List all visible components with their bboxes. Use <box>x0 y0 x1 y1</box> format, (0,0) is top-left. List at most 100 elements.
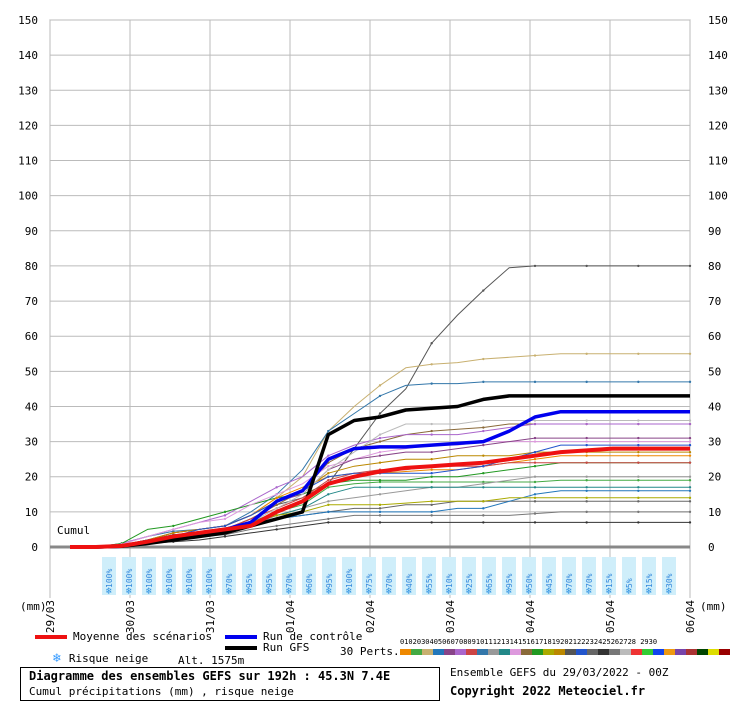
series-point <box>688 475 692 478</box>
series-point <box>585 443 588 447</box>
y-tick-label-left: 70 <box>25 295 38 308</box>
snow-risk-value: 10% <box>445 573 454 588</box>
snow-risk-value: 95% <box>325 573 334 588</box>
snowflake-icon: ❄ <box>566 586 573 597</box>
series-point <box>688 510 692 514</box>
series-point <box>378 479 382 482</box>
pert-color-swatch <box>620 649 631 655</box>
y-tick-label-left: 50 <box>25 365 38 378</box>
snow-risk-cell <box>442 557 456 595</box>
pert-color-swatch <box>532 649 543 655</box>
snowflake-icon: ❄ <box>286 586 293 597</box>
snowflake-icon: ❄ <box>446 586 453 597</box>
y-tick-label-left: 150 <box>18 14 38 27</box>
snowflake-icon: ❄ <box>666 586 673 597</box>
legend-mean-text: Moyenne des scénarios <box>73 630 213 643</box>
series-point <box>223 517 227 521</box>
series-point <box>378 503 382 507</box>
series-point <box>637 486 640 489</box>
series-point <box>430 382 433 385</box>
snow-risk-value: 5% <box>625 578 634 588</box>
snow-risk-cell <box>422 557 436 595</box>
legend-control: Run de contrôle <box>225 630 362 643</box>
pert-color-swatch <box>653 649 664 655</box>
series-point <box>688 486 692 489</box>
y-tick-label-right: 110 <box>708 155 728 168</box>
snowflake-icon: ❄ <box>626 586 633 597</box>
series-point <box>327 472 330 475</box>
copyright: Copyright 2022 Meteociel.fr <box>450 684 646 698</box>
snow-risk-cell <box>582 557 596 595</box>
series-point <box>275 514 278 517</box>
y-tick-label-left: 140 <box>18 49 38 62</box>
snowflake-icon: ❄ <box>466 586 473 597</box>
series-point <box>585 352 588 355</box>
series-point <box>585 461 588 464</box>
series-point <box>378 521 382 524</box>
series-point <box>533 480 537 484</box>
y-tick-label-left: 90 <box>25 225 38 238</box>
pert-color-swatch <box>400 649 411 655</box>
y-tick-label-right: 90 <box>708 225 721 238</box>
series-point <box>637 496 640 500</box>
pert-color-swatch <box>543 649 554 655</box>
legend-control-text: Run de contrôle <box>263 630 363 643</box>
series-point <box>688 450 692 454</box>
legend: Moyenne des scénarios Run de contrôle Ru… <box>0 628 740 673</box>
series-point <box>482 514 485 517</box>
pert-color-swatch <box>422 649 433 655</box>
series-point <box>637 440 640 443</box>
series-point <box>585 475 588 478</box>
y-tick-label-left: 10 <box>25 506 38 519</box>
series-point <box>378 384 382 387</box>
series-point <box>482 426 485 429</box>
snow-risk-value: 50% <box>525 573 534 588</box>
series-point <box>327 429 330 433</box>
series-point <box>430 475 433 478</box>
y-tick-label-right: 70 <box>708 295 721 308</box>
snowflake-icon: ❄ <box>206 586 213 597</box>
pert-color-swatch <box>664 649 675 655</box>
snowflake-icon: ❄ <box>226 586 233 597</box>
series-point <box>327 500 330 503</box>
series-point <box>533 496 537 500</box>
snowflake-icon: ❄ <box>366 586 373 597</box>
snow-risk-value: 70% <box>565 573 574 588</box>
snow-risk-cell <box>222 557 236 595</box>
snow-risk-cell <box>522 557 536 595</box>
snow-risk-cell <box>102 557 116 595</box>
pert-color-swatch <box>466 649 477 655</box>
series-point <box>533 464 537 468</box>
snowflake-icon: ❄ <box>586 586 593 597</box>
y-tick-label-left: 60 <box>25 330 38 343</box>
series-point <box>430 457 433 461</box>
y-tick-label-right: 20 <box>708 471 721 484</box>
series-point <box>327 486 330 489</box>
snow-risk-cell <box>622 557 636 595</box>
series-point <box>585 521 588 524</box>
series-point <box>430 422 433 426</box>
series-point <box>637 443 640 447</box>
series-point <box>482 380 485 384</box>
x-tick-label: 04/04 <box>524 600 537 633</box>
series-point <box>533 436 537 440</box>
series-point <box>482 500 485 503</box>
series-point <box>430 472 433 475</box>
series-point <box>327 475 330 478</box>
series-point <box>533 457 537 461</box>
series-point <box>223 510 227 514</box>
series-point <box>223 524 227 528</box>
series-point <box>533 493 537 496</box>
series-point <box>482 357 485 361</box>
series-point <box>585 479 588 482</box>
snow-risk-cell <box>342 557 356 595</box>
series-point <box>585 510 588 514</box>
series-point <box>327 464 330 468</box>
snowflake-icon: ❄ <box>646 586 653 597</box>
series-point <box>585 454 588 457</box>
series-point <box>688 422 692 426</box>
y-tick-label-left: 20 <box>25 471 38 484</box>
series-point <box>275 493 278 496</box>
series-point <box>378 493 382 496</box>
pert-color-swatch <box>587 649 598 655</box>
